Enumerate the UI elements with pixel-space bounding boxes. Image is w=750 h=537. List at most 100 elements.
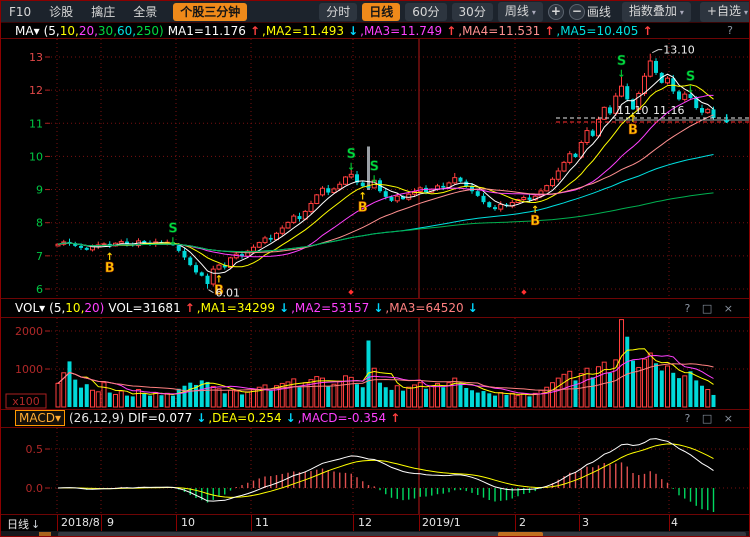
svg-text:B: B xyxy=(105,261,115,276)
toolbar-button-擒庄[interactable]: 擒庄 xyxy=(91,4,116,19)
indicator-value: ,MA2=11.493 xyxy=(262,23,345,38)
volume-indicator-header: VOL▾ (5, 10, 20) VOL=31681 ↑ ,MA1=34299 ↓ ,MA2=… xyxy=(1,300,749,316)
svg-text:10: 10 xyxy=(29,150,43,163)
month-tick xyxy=(57,515,58,531)
indicator-value: ,MA3=11.749 xyxy=(360,23,443,38)
time-label: 11 xyxy=(255,516,269,529)
svg-text:0.0: 0.0 xyxy=(26,482,44,495)
macd-chart[interactable]: 0.5 0.0 xyxy=(1,428,750,514)
period-label: 日线 xyxy=(7,518,29,531)
ma-selector[interactable]: MA▾ xyxy=(15,23,40,38)
pane-window-icons[interactable]: ? xyxy=(727,24,737,37)
volume-chart[interactable]: 2000 1000 x100 xyxy=(1,318,750,409)
vol-selector[interactable]: VOL▾ xyxy=(15,301,46,315)
period-button-60分[interactable]: 60分 xyxy=(405,2,447,21)
svg-text:S: S xyxy=(168,221,177,236)
indicator-value: ,MA4=11.531 xyxy=(458,23,541,38)
indicator-params: (5, xyxy=(49,301,66,315)
indicator-value: ,DEA=0.254 xyxy=(208,411,282,425)
period-selector[interactable]: 日线 ↓ xyxy=(7,516,40,532)
time-label: 2019/1 xyxy=(422,516,461,529)
month-tick xyxy=(353,515,354,531)
svg-text:↓: ↓ xyxy=(617,69,625,80)
period-button-30分[interactable]: 30分 xyxy=(451,2,493,21)
toolbar-left-group: F10 诊股 擒庄 全景 个股三分钟 xyxy=(7,2,248,21)
svg-text:9: 9 xyxy=(36,184,43,197)
indicator-value: DIF=0.077 xyxy=(128,411,193,425)
svg-text:6: 6 xyxy=(36,283,43,296)
down-arrow-icon: ↓ xyxy=(467,301,478,315)
month-tick xyxy=(101,515,102,531)
time-label: 4 xyxy=(671,516,678,529)
pane-window-icons[interactable]: ? □ × xyxy=(684,301,737,315)
time-axis: 日线 ↓ 2018/8 9 10 11 12 2019/1 2 3 4 xyxy=(1,515,749,531)
pane-divider xyxy=(1,409,749,410)
pane-window-icons[interactable]: ? □ × xyxy=(684,411,737,425)
down-arrow-icon: ↓ xyxy=(279,301,290,315)
period-button-周线[interactable]: 周线 ▾ xyxy=(497,1,543,22)
toolbar-button-全景[interactable]: 全景 xyxy=(133,4,158,19)
period-button-分时[interactable]: 分时 xyxy=(319,2,358,21)
chevron-down-icon: ▾ xyxy=(743,7,748,17)
svg-text:S: S xyxy=(370,159,379,174)
time-label: 9 xyxy=(107,516,114,529)
svg-text:1000: 1000 xyxy=(15,363,43,376)
indicator-value: ,MA1=34299 xyxy=(196,301,276,315)
period-button-日线[interactable]: 日线 xyxy=(362,2,401,21)
toolbar-button-指数叠加[interactable]: 指数叠加 ▾ xyxy=(621,1,691,22)
time-label: 3 xyxy=(582,516,589,529)
svg-text:↑: ↑ xyxy=(106,252,114,263)
scrollbar-left-cap[interactable] xyxy=(39,532,51,536)
ma-indicator-header: MA▾ (5, 10, 20, 30, 60, 250) MA1=11.176 ↑ ,MA2=1… xyxy=(1,23,749,38)
toolbar-button-个股三分钟[interactable]: 个股三分钟 xyxy=(173,2,248,21)
up-arrow-icon: ↑ xyxy=(390,411,401,425)
svg-text:13.10: 13.10 xyxy=(663,44,695,57)
zoom-button-+[interactable]: + xyxy=(547,3,564,20)
svg-text:x100: x100 xyxy=(12,395,40,408)
month-tick xyxy=(251,515,252,531)
time-label: 12 xyxy=(358,516,372,529)
scrollbar-track[interactable] xyxy=(58,532,746,536)
indicator-params: 250) xyxy=(136,23,164,38)
macd-selector[interactable]: MACD▾ xyxy=(15,410,65,426)
macd-indicator-header: MACD▾ (26,12,9) DIF=0.077 ↓ ,DEA=0.254 ↓ ,MAC… xyxy=(1,410,749,426)
toolbar-button-+自选[interactable]: +自选 ▾ xyxy=(699,1,749,22)
indicator-params: 10, xyxy=(65,301,85,315)
svg-text:↑: ↑ xyxy=(359,191,367,202)
month-tick xyxy=(579,515,580,531)
indicator-params: (26,12,9) xyxy=(69,411,125,425)
svg-text:11.10: 11.10 xyxy=(617,104,649,117)
down-arrow-icon: ↓ xyxy=(348,23,359,38)
svg-text:↑: ↑ xyxy=(215,274,223,285)
up-arrow-icon: ↑ xyxy=(249,23,261,38)
down-arrow-icon: ↓ xyxy=(285,411,296,425)
toolbar-button-画线[interactable]: 画线 xyxy=(586,4,611,19)
indicator-params: 10, xyxy=(59,23,79,38)
indicator-value: ,MACD=-0.354 xyxy=(297,411,387,425)
month-tick xyxy=(176,515,177,531)
up-arrow-icon: ↑ xyxy=(446,23,457,38)
svg-text:B: B xyxy=(358,200,368,215)
toolbar-button-F10[interactable]: F10 xyxy=(9,4,32,19)
month-tick xyxy=(515,515,516,531)
svg-text:13: 13 xyxy=(29,51,43,64)
toolbar-period-group: 分时 日线 60分 30分 周线 ▾ + − xyxy=(319,1,585,22)
zoom-button-−[interactable]: − xyxy=(568,3,585,20)
time-label: 2 xyxy=(519,516,526,529)
scrollbar-thumb[interactable] xyxy=(498,532,543,536)
toolbar-button-诊股[interactable]: 诊股 xyxy=(49,4,74,19)
svg-text:S: S xyxy=(617,54,626,69)
month-tick xyxy=(669,515,670,531)
svg-text:S: S xyxy=(347,147,356,162)
pane-divider xyxy=(1,514,749,515)
svg-text:↑: ↑ xyxy=(531,205,539,216)
indicator-params: 30, xyxy=(97,23,118,38)
horizontal-scrollbar[interactable] xyxy=(1,531,749,536)
indicator-value: MA1=11.176 xyxy=(167,23,246,38)
time-label: 2018/8 xyxy=(61,516,100,529)
pane-divider xyxy=(1,298,749,299)
svg-text:7: 7 xyxy=(36,250,43,263)
svg-text:↓: ↓ xyxy=(370,174,378,185)
